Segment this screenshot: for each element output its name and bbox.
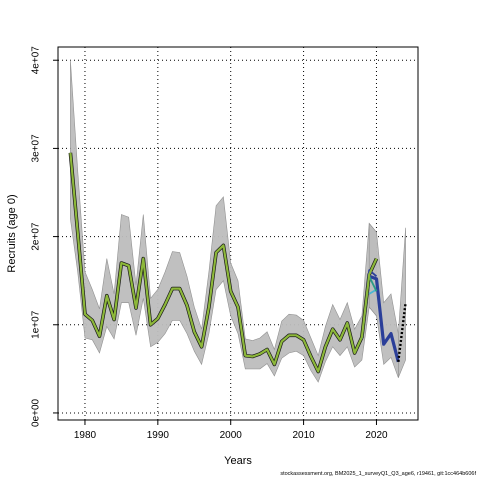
x-tick-label-2000: 2000 (220, 430, 243, 441)
confidence-bands (70, 60, 406, 383)
y-axis-title: Recruits (age 0) (6, 194, 18, 272)
retro-confidence-band (368, 222, 399, 378)
x-tick-label-1980: 1980 (74, 430, 97, 441)
x-tick-label-1990: 1990 (147, 430, 170, 441)
grid-lines (58, 47, 418, 420)
forecast-confidence-band (398, 227, 406, 378)
y-axis: 0e+00 1e+07 2e+07 3e+07 4e+07 (31, 46, 58, 427)
forecast-line (397, 302, 407, 362)
retro-tail-line (368, 274, 400, 363)
x-axis-title: Years (224, 455, 252, 467)
y-tick-label-0e+00: 0e+00 (31, 398, 42, 427)
y-tick-label-2e+07: 2e+07 (31, 222, 42, 251)
x-tick-label-2010: 2010 (292, 430, 315, 441)
x-tick-label-2020: 2020 (365, 430, 388, 441)
recruitment-line-main (69, 152, 378, 373)
footer-source-text: stockassessment.org, BM2025_1_surveyQ1_Q… (280, 471, 476, 477)
plot-frame (57, 46, 419, 421)
x-axis: 1980 1990 2000 2010 2020 (74, 420, 388, 441)
y-tick-label-4e+07: 4e+07 (31, 46, 42, 75)
recruitment-lines (68, 152, 407, 374)
y-tick-label-3e+07: 3e+07 (31, 134, 42, 163)
y-tick-label-1e+07: 1e+07 (31, 310, 42, 339)
